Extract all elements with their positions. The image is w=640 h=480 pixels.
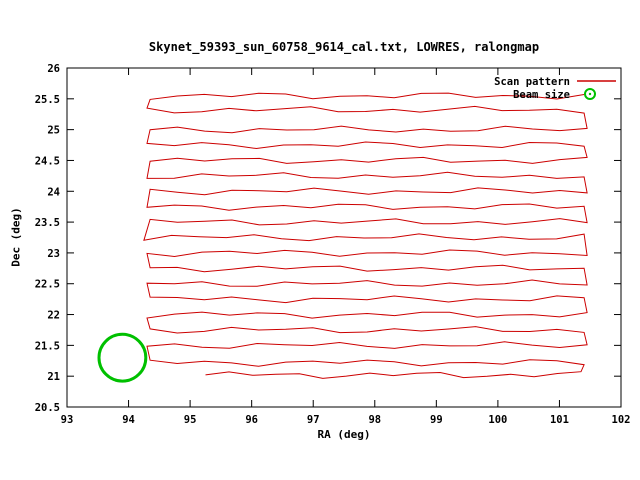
y-tick-label: 26 — [47, 63, 60, 75]
x-axis-label: RA (deg) — [317, 428, 371, 441]
y-tick-label: 23.5 — [35, 217, 60, 229]
chart-title: Skynet_59393_sun_60758_9614_cal.txt, LOW… — [148, 40, 540, 54]
legend-label-scan-pattern: Scan pattern — [494, 76, 570, 88]
plot-border — [66, 67, 622, 408]
scan-pattern-path — [143, 92, 588, 379]
x-tick-label: 100 — [488, 414, 507, 426]
y-tick-label: 25.5 — [35, 94, 60, 106]
y-tick-label: 22.5 — [35, 279, 60, 291]
x-tick-label: 97 — [307, 414, 320, 426]
x-tick-label: 102 — [612, 414, 631, 426]
x-tick-label: 94 — [122, 414, 135, 426]
y-tick-label: 20.5 — [35, 402, 60, 414]
x-tick-label: 95 — [184, 414, 197, 426]
y-tick-label: 22 — [47, 310, 60, 322]
x-tick-label: 101 — [550, 414, 569, 426]
x-tick-label: 93 — [61, 414, 74, 426]
legend-beam-circle-sample — [584, 88, 596, 100]
x-tick-label: 99 — [430, 414, 443, 426]
beam-size-circle — [97, 332, 148, 383]
x-tick-label: 96 — [245, 414, 258, 426]
y-tick-label: 21.5 — [35, 340, 60, 352]
x-tick-label: 98 — [368, 414, 381, 426]
legend-beam-center-dot — [588, 92, 592, 96]
y-tick-label: 25 — [47, 125, 60, 137]
y-tick-label: 24.5 — [35, 155, 60, 167]
legend-label-beam-size: Beam size — [513, 89, 570, 101]
y-tick-label: 23 — [47, 248, 60, 260]
y-tick-label: 21 — [47, 371, 60, 383]
y-tick-label: 24 — [47, 186, 60, 198]
